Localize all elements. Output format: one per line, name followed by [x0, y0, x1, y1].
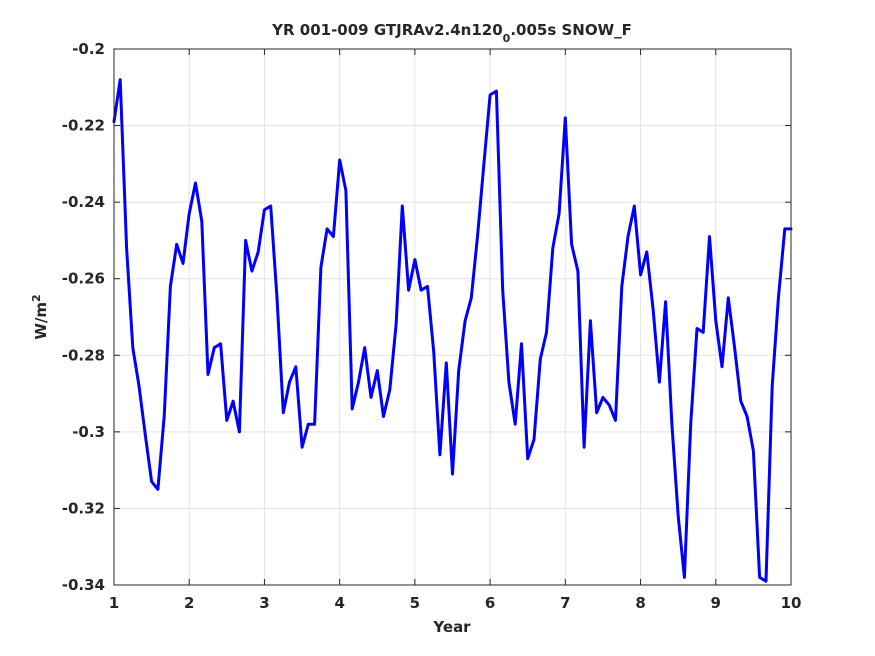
- y-axis-label-superscript: 2: [30, 294, 43, 302]
- x-tick-label: 1: [109, 594, 119, 612]
- x-tick-label: 5: [410, 594, 420, 612]
- y-tick-label: -0.22: [62, 117, 105, 135]
- chart-title-main: YR 001-009 GTJRAv2.4n120: [271, 21, 503, 39]
- x-tick-label: 7: [560, 594, 570, 612]
- chart-title-subscript: 0: [503, 32, 511, 45]
- x-tick-label: 2: [184, 594, 194, 612]
- ticks: 1 2 3 4 5 6 7 8 9 10 -0.34 -0.32 -0.3 -0.28 -0.26 -0.24…: [62, 40, 802, 612]
- plot-area: [114, 49, 791, 585]
- x-axis-label: Year: [432, 618, 471, 636]
- x-tick-label: 10: [781, 594, 802, 612]
- y-tick-label: -0.2: [72, 40, 105, 58]
- series-layer: [112, 78, 793, 583]
- x-tick-label: 8: [635, 594, 645, 612]
- x-tick-label: 3: [259, 594, 269, 612]
- y-tick-label: -0.26: [62, 270, 105, 288]
- y-tick-label: -0.32: [62, 499, 105, 517]
- y-axis-label: W/m2: [30, 294, 50, 339]
- y-tick-label: -0.3: [72, 423, 105, 441]
- series-line: [112, 78, 793, 583]
- x-tick-label: 6: [485, 594, 495, 612]
- x-tick-label: 9: [711, 594, 721, 612]
- plot-box: [113, 48, 792, 586]
- y-tick-label: -0.34: [62, 576, 105, 594]
- y-tick-label: -0.24: [62, 193, 105, 211]
- y-axis-label-main: W/m: [32, 302, 50, 340]
- chart-title-suffix: .005s SNOW_F: [510, 21, 632, 39]
- y-tick-label: -0.28: [62, 346, 105, 364]
- chart-title: YR 001-009 GTJRAv2.4n1200.005s SNOW_F: [271, 21, 632, 45]
- x-tick-label: 4: [334, 594, 344, 612]
